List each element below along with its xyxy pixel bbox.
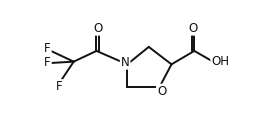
Text: O: O bbox=[157, 85, 166, 98]
Text: OH: OH bbox=[211, 55, 229, 68]
Text: O: O bbox=[93, 22, 102, 35]
Text: N: N bbox=[121, 56, 129, 69]
Text: F: F bbox=[44, 42, 51, 55]
Text: O: O bbox=[189, 22, 198, 35]
Text: F: F bbox=[44, 56, 51, 70]
Text: F: F bbox=[56, 80, 62, 93]
